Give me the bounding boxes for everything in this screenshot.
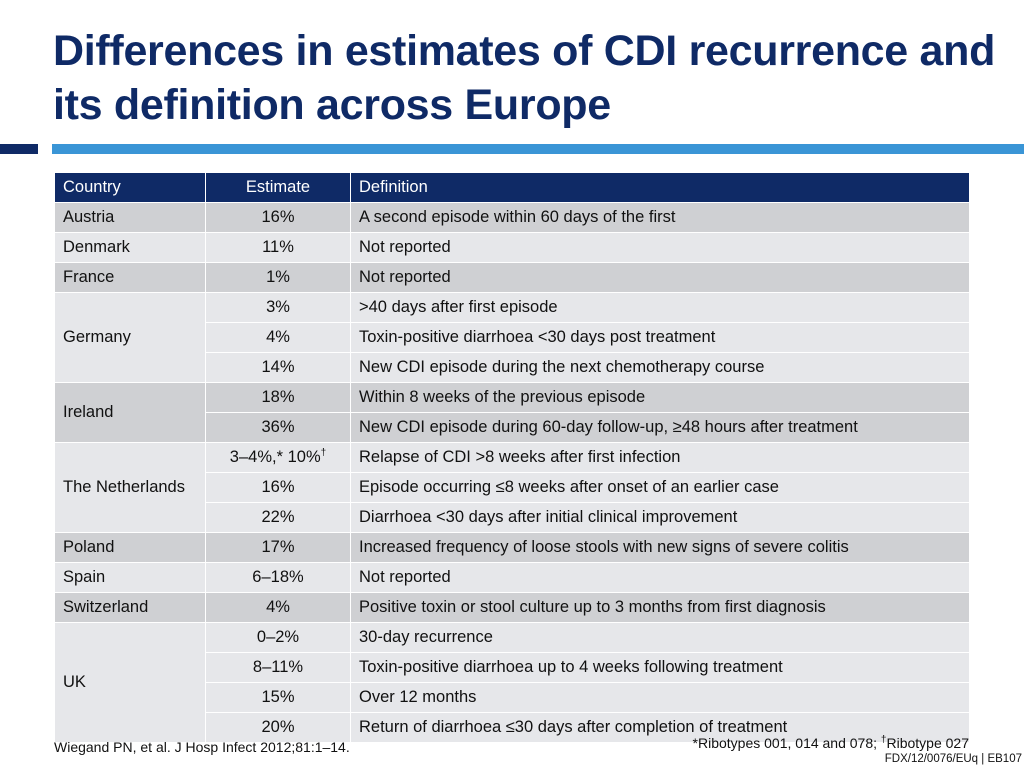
definition-cell: Not reported	[350, 262, 970, 293]
country-cell: Poland	[54, 532, 206, 563]
table-row: 4% Toxin-positive diarrhoea <30 days pos…	[55, 322, 970, 353]
title-rule-left	[0, 144, 38, 154]
definition-cell: Within 8 weeks of the previous episode	[350, 382, 970, 413]
title-rule-right	[52, 144, 1024, 154]
definition-cell: Over 12 months	[350, 682, 970, 713]
table-row: 16% Episode occurring ≤8 weeks after ons…	[55, 472, 970, 503]
estimate-cell: 1%	[205, 262, 351, 293]
estimate-cell: 11%	[205, 232, 351, 263]
table-row: The Netherlands 3–4%,* 10%† Relapse of C…	[54, 442, 970, 533]
estimate-cell: 3%	[205, 292, 351, 323]
estimate-cell: 22%	[205, 502, 351, 533]
table-row: Poland 17% Increased frequency of loose …	[54, 532, 970, 563]
estimate-cell: 14%	[205, 352, 351, 383]
definition-cell: Increased frequency of loose stools with…	[350, 532, 970, 563]
footnote-text: *Ribotypes 001, 014 and 078;	[692, 735, 881, 751]
country-cell: France	[54, 262, 206, 293]
definition-cell: A second episode within 60 days of the f…	[350, 202, 970, 233]
estimate-cell: 20%	[205, 712, 351, 743]
slide-title: Differences in estimates of CDI recurren…	[53, 27, 996, 129]
table-header-row: Country Estimate Definition	[54, 172, 970, 203]
table-row: 22% Diarrhoea <30 days after initial cli…	[55, 502, 970, 533]
header-definition: Definition	[350, 172, 970, 203]
estimate-cell: 36%	[205, 412, 351, 443]
cdi-recurrence-table: Country Estimate Definition Austria 16% …	[54, 172, 970, 743]
table-row: 15% Over 12 months	[55, 682, 970, 713]
table-row: 36% New CDI episode during 60-day follow…	[55, 412, 970, 443]
definition-cell: Positive toxin or stool culture up to 3 …	[350, 592, 970, 623]
country-cell: Germany	[54, 292, 206, 383]
table-row: Spain 6–18% Not reported	[54, 562, 970, 593]
country-cell: Austria	[54, 202, 206, 233]
table-row: 20% Return of diarrhoea ≤30 days after c…	[55, 712, 970, 743]
reference-footnote: Wiegand PN, et al. J Hosp Infect 2012;81…	[54, 739, 350, 755]
estimate-cell: 4%	[205, 322, 351, 353]
document-code: FDX/12/0076/EUq | EB107	[884, 753, 1022, 765]
estimate-cell: 3–4%,* 10%†	[205, 442, 351, 473]
definition-cell: Toxin-positive diarrhoea <30 days post t…	[350, 322, 970, 353]
estimate-cell: 4%	[205, 592, 351, 623]
table-row: France 1% Not reported	[54, 262, 970, 293]
estimate-cell: 15%	[205, 682, 351, 713]
estimate-cell: 16%	[205, 202, 351, 233]
estimate-text: 3–4%,* 10%	[229, 448, 321, 466]
dagger-mark: †	[880, 734, 887, 746]
country-cell: Switzerland	[54, 592, 206, 623]
definition-cell: Not reported	[350, 562, 970, 593]
estimate-cell: 0–2%	[205, 622, 351, 653]
country-cell: Spain	[54, 562, 206, 593]
estimate-cell: 6–18%	[205, 562, 351, 593]
ribotype-footnote: *Ribotypes 001, 014 and 078; †Ribotype 0…	[693, 735, 969, 751]
estimate-cell: 18%	[205, 382, 351, 413]
table-row: Germany 3% >40 days after first episode	[54, 292, 970, 383]
definition-cell: New CDI episode during 60-day follow-up,…	[350, 412, 970, 443]
dagger-mark: †	[320, 447, 327, 459]
definition-cell: Toxin-positive diarrhoea up to 4 weeks f…	[350, 652, 970, 683]
definition-cell: >40 days after first episode	[350, 292, 970, 323]
table-row: Switzerland 4% Positive toxin or stool c…	[54, 592, 970, 623]
header-country: Country	[54, 172, 206, 203]
definition-cell: Relapse of CDI >8 weeks after first infe…	[350, 442, 970, 473]
definition-cell: 30-day recurrence	[350, 622, 970, 653]
table-row: UK 0–2% 30-day recurrence	[54, 622, 970, 743]
estimate-cell: 16%	[205, 472, 351, 503]
table-row: Ireland 18% Within 8 weeks of the previo…	[54, 382, 970, 443]
estimate-cell: 8–11%	[205, 652, 351, 683]
table-row: 14% New CDI episode during the next chem…	[55, 352, 970, 383]
header-estimate: Estimate	[205, 172, 351, 203]
country-cell: Ireland	[54, 382, 206, 443]
country-cell: UK	[54, 622, 206, 743]
table-row: Denmark 11% Not reported	[54, 232, 970, 263]
definition-cell: New CDI episode during the next chemothe…	[350, 352, 970, 383]
definition-cell: Not reported	[350, 232, 970, 263]
definition-cell: Return of diarrhoea ≤30 days after compl…	[350, 712, 970, 743]
definition-cell: Diarrhoea <30 days after initial clinica…	[350, 502, 970, 533]
country-cell: The Netherlands	[54, 442, 206, 533]
definition-cell: Episode occurring ≤8 weeks after onset o…	[350, 472, 970, 503]
footnote-text: Ribotype 027	[886, 735, 969, 751]
country-cell: Denmark	[54, 232, 206, 263]
table-row: Austria 16% A second episode within 60 d…	[54, 202, 970, 233]
estimate-cell: 17%	[205, 532, 351, 563]
